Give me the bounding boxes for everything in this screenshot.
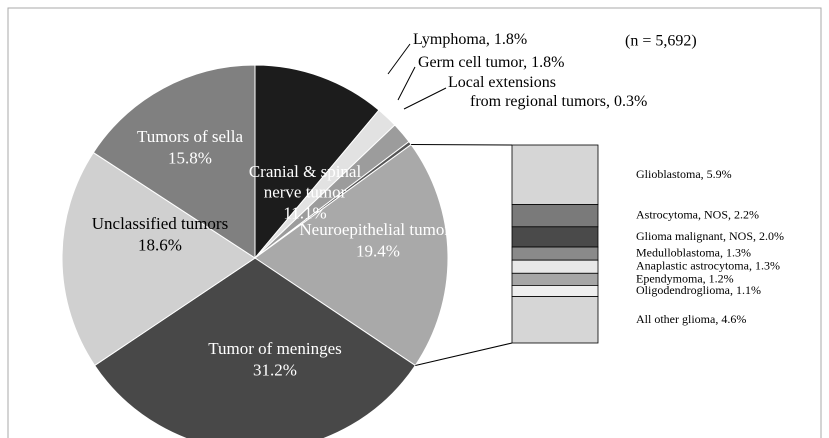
pie-slice bbox=[254, 64, 380, 260]
separator: , bbox=[715, 312, 721, 326]
value-label: 1.2% bbox=[709, 271, 734, 285]
category-label: Ependymoma bbox=[636, 271, 703, 285]
separator: , bbox=[701, 167, 707, 181]
bar-label: Glioblastoma, 5.9% bbox=[636, 167, 732, 181]
category-label: Cranial & spinal nerve tumor bbox=[249, 162, 362, 201]
category-label: Oligodendroglioma bbox=[636, 283, 731, 297]
category-label: Lymphoma bbox=[413, 31, 486, 48]
bar-label: Ependymoma, 1.2% bbox=[636, 271, 734, 285]
separator: , bbox=[730, 283, 736, 297]
bar-segment bbox=[511, 246, 599, 261]
value-label: 19.4% bbox=[356, 241, 400, 260]
pie-slice bbox=[92, 64, 256, 259]
label-line: nerve tumor bbox=[264, 182, 347, 201]
value-label: 15.8% bbox=[168, 148, 212, 167]
category-label: Tumor of meninges bbox=[208, 339, 342, 358]
bar-segment bbox=[511, 259, 599, 274]
category-label: Anaplastic astrocytoma bbox=[636, 258, 750, 272]
bar-segment bbox=[511, 226, 599, 248]
value-label: 11.1% bbox=[283, 204, 326, 223]
separator: , bbox=[728, 207, 734, 221]
category-label: Medulloblastoma bbox=[636, 245, 721, 259]
value-label: 31.2% bbox=[253, 360, 297, 379]
separator: , bbox=[486, 31, 494, 48]
label-line: Local extensions bbox=[448, 74, 556, 91]
category-label: Glioblastoma bbox=[636, 167, 701, 181]
category-label: Glioma malignant, NOS bbox=[636, 229, 753, 243]
bar-segment bbox=[511, 144, 599, 206]
bar-segment bbox=[511, 204, 599, 228]
value-label: 1.8% bbox=[494, 31, 527, 48]
bar-label: Medulloblastoma, 1.3% bbox=[636, 245, 751, 259]
value-label: 2.0% bbox=[759, 229, 784, 243]
separator: , bbox=[753, 229, 759, 243]
value-label: 0.3% bbox=[614, 93, 647, 110]
slice-label: Lymphoma, 1.8% bbox=[413, 31, 527, 48]
bar-label: Anaplastic astrocytoma, 1.3% bbox=[636, 258, 780, 272]
category-label: Tumors of sella bbox=[137, 127, 244, 146]
connector bbox=[415, 342, 513, 366]
label-line: from regional tumors bbox=[470, 93, 606, 110]
slice-label: Tumors of sella 15.8% bbox=[137, 127, 244, 167]
frame bbox=[7, 7, 822, 438]
slice-label: Tumor of meninges 31.2% bbox=[208, 339, 342, 379]
bar-segment bbox=[511, 272, 599, 286]
separator: , bbox=[606, 93, 614, 110]
category-label: All other glioma bbox=[636, 312, 716, 326]
annotation: (n = 5,692) bbox=[625, 33, 697, 50]
value-label: 4.6% bbox=[721, 312, 746, 326]
bar-label: Astrocytoma, NOS, 2.2% bbox=[636, 207, 759, 221]
separator: , bbox=[749, 258, 755, 272]
category-label: Neuroepithelial tumors bbox=[299, 220, 456, 239]
category-label: Unclassified tumors bbox=[92, 214, 228, 233]
separator: , bbox=[703, 271, 709, 285]
bar-segment bbox=[511, 285, 599, 297]
slice-label: Germ cell tumor, 1.8% bbox=[418, 54, 564, 71]
label-line: Cranial & spinal bbox=[249, 162, 362, 181]
value-label: 18.6% bbox=[138, 235, 182, 254]
leader-line bbox=[397, 66, 416, 101]
bar-label: All other glioma, 4.6% bbox=[636, 312, 746, 326]
separator: , bbox=[720, 245, 726, 259]
bar-label: Glioma malignant, NOS, 2.0% bbox=[636, 229, 784, 243]
value-label: 2.2% bbox=[734, 207, 759, 221]
slice-label: Neuroepithelial tumors 19.4% bbox=[299, 220, 456, 260]
leader-line bbox=[387, 43, 411, 75]
value-label: 1.1% bbox=[736, 283, 761, 297]
value-label: 1.3% bbox=[755, 258, 780, 272]
bar-segment bbox=[511, 296, 599, 344]
separator: , bbox=[523, 54, 531, 71]
category-label: Germ cell tumor bbox=[418, 54, 524, 71]
category-label: Local extensions from regional tumors bbox=[448, 74, 606, 110]
slice-label: Unclassified tumors 18.6% bbox=[92, 214, 228, 254]
value-label: 1.8% bbox=[531, 54, 564, 71]
leader-line bbox=[403, 87, 447, 110]
bar-label: Oligodendroglioma, 1.1% bbox=[636, 283, 761, 297]
slice-label: Local extensions from regional tumors, 0.… bbox=[448, 74, 647, 110]
slice-label: Cranial & spinal nerve tumor 11.1% bbox=[249, 162, 362, 223]
value-label: 5.9% bbox=[707, 167, 732, 181]
pie-slice bbox=[254, 143, 449, 367]
category-label: Astrocytoma, NOS bbox=[636, 207, 728, 221]
pie-slice bbox=[94, 257, 416, 438]
value-label: 1.3% bbox=[726, 245, 751, 259]
pie-slice bbox=[61, 151, 256, 367]
